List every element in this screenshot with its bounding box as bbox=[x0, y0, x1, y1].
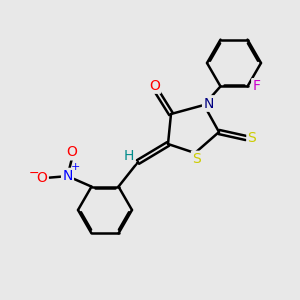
Text: S: S bbox=[248, 131, 256, 145]
Text: −: − bbox=[29, 167, 39, 180]
Text: S: S bbox=[192, 152, 201, 166]
Text: +: + bbox=[70, 162, 80, 172]
Text: O: O bbox=[67, 145, 77, 159]
Text: N: N bbox=[62, 169, 73, 183]
Text: O: O bbox=[149, 79, 160, 92]
Text: N: N bbox=[203, 97, 214, 110]
Text: O: O bbox=[37, 171, 47, 184]
Text: H: H bbox=[124, 149, 134, 163]
Text: F: F bbox=[253, 80, 260, 93]
